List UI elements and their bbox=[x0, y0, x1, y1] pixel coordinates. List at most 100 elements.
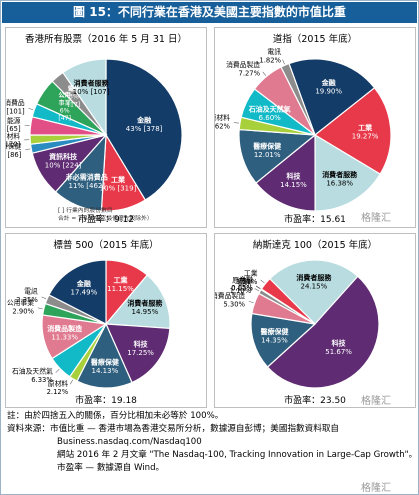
slice-label: 4% [65] bbox=[6, 125, 21, 133]
slice-label: 11.15% bbox=[107, 285, 134, 293]
slice-label: 消費者服務 bbox=[296, 273, 332, 282]
leader-line bbox=[256, 285, 261, 289]
pie-slice-消費者服務 bbox=[104, 274, 171, 330]
panel-dow: 道指（2015 年底） 金融 19.90% 工業 19.27% 消費者服務 16.38% 科… bbox=[214, 27, 416, 228]
leader-line bbox=[248, 300, 254, 304]
slice-label: 2.90% bbox=[12, 307, 34, 315]
slice-label: 12.01% bbox=[254, 151, 281, 159]
pie-slice-消費者服務 bbox=[61, 58, 107, 137]
pe-label: 市盈率： bbox=[77, 215, 114, 225]
slice-label: 金融 bbox=[321, 78, 336, 87]
pe-ratio-dow: 市盈率：15.61 bbox=[215, 212, 415, 225]
slice-label: 工業 bbox=[358, 123, 373, 132]
slice-label: 6.33% bbox=[31, 376, 53, 384]
watermark: 格隆汇 bbox=[361, 396, 391, 407]
slice-label: 石油及天然氣 bbox=[12, 367, 53, 376]
slice-label: 醫療保健 bbox=[253, 141, 282, 150]
slice-label: 科技 bbox=[134, 339, 149, 348]
slice-label: 原材料 bbox=[6, 131, 20, 140]
slice-label: 消費者服務 bbox=[322, 170, 358, 179]
leader-line bbox=[282, 59, 285, 65]
chart-title-hk: 香港所有股票（2016 年 5 月 31 日） bbox=[25, 34, 187, 45]
pie-slice-醫療保健 bbox=[250, 312, 317, 368]
figure-title: 圖 15：不同行業在香港及美國主要指數的市值比重 bbox=[2, 2, 417, 23]
slice-label: 電訊 bbox=[24, 287, 38, 296]
slice-label: 金融 bbox=[136, 116, 151, 125]
slice-label: 43% [378] bbox=[126, 125, 163, 133]
slice-label: 2% [170] bbox=[6, 141, 21, 149]
leader-line bbox=[28, 107, 34, 111]
slice-label: 3.31% bbox=[236, 278, 258, 286]
pie-slice-科技 bbox=[266, 275, 380, 389]
slice-label: 醫療保健 bbox=[6, 142, 22, 151]
slice-label: 6% bbox=[60, 108, 70, 115]
pie-slice-科技 bbox=[255, 133, 316, 212]
pie-slice-金融 bbox=[288, 58, 376, 136]
slice-label: 7.27% bbox=[239, 69, 261, 77]
slice-label: 工業 bbox=[111, 175, 126, 184]
panel-nasdaq100: 納斯達克 100（2015 年底） 消費者服務 24.15% 科技 51.67% 醫療保… bbox=[214, 233, 416, 408]
pie-slice-科技 bbox=[105, 323, 171, 384]
leader-line bbox=[260, 279, 265, 284]
slice-label: 14.95% bbox=[132, 308, 159, 316]
slice-label: 19.27% bbox=[352, 133, 379, 141]
slice-label: 11% [462] bbox=[68, 182, 105, 190]
slice-label: [47] bbox=[58, 115, 71, 122]
slice-label: 電訊 bbox=[238, 278, 252, 287]
leader-line bbox=[254, 288, 260, 292]
slice-label: 原材料 bbox=[215, 113, 230, 122]
leader-line bbox=[37, 307, 43, 310]
pe-value: 15.61 bbox=[320, 215, 346, 225]
slice-label: 24.15% bbox=[301, 283, 328, 291]
slice-label: 2.62% bbox=[215, 122, 231, 130]
pie-slice-電訊 bbox=[280, 62, 316, 136]
slice-label: 6.60% bbox=[259, 114, 282, 122]
slice-label: 能源 bbox=[7, 116, 21, 125]
slice-label: 電訊 bbox=[68, 85, 81, 93]
pe-ratio-hk: 市盈率：9.12 bbox=[6, 212, 206, 225]
slice-label: 2.12% bbox=[47, 388, 69, 396]
watermark: 格隆汇 bbox=[361, 213, 391, 224]
note-source-article: 網站 2016 年 2 月文章 "The Nasdaq-100, Trackin… bbox=[57, 450, 418, 460]
pe-label: 市盈率： bbox=[75, 396, 112, 406]
leader-line bbox=[55, 368, 60, 373]
slice-label: 3% [101] bbox=[6, 108, 25, 116]
panel-hk: 香港所有股票（2016 年 5 月 31 日） 金融 43% [378] 工業 10%… bbox=[5, 27, 207, 228]
slice-label: 石油及天然氣 bbox=[248, 105, 291, 114]
slice-label: 2.35% bbox=[16, 296, 38, 304]
slice-label: 科技 bbox=[287, 172, 302, 181]
slice-label: 醫療保健 bbox=[91, 357, 120, 366]
pie-slice-消費者服務 bbox=[314, 133, 381, 212]
slice-label: 17.49% bbox=[71, 289, 98, 297]
slice-label: 3% bbox=[69, 94, 79, 101]
slice-label: 14.15% bbox=[280, 181, 307, 189]
leader-line bbox=[25, 148, 31, 151]
slice-label: 14.35% bbox=[261, 337, 288, 345]
pe-ratio-nasdaq100: 市盈率：23.50 bbox=[215, 393, 415, 406]
leader-line bbox=[255, 285, 261, 290]
pie-slice-工業 bbox=[260, 277, 316, 325]
slice-label: 必需消費品 bbox=[6, 98, 25, 107]
slice-label: 消費品製造 bbox=[226, 60, 260, 69]
slice-label: 非必需消費品 bbox=[66, 173, 108, 182]
slice-label: 科技 bbox=[332, 339, 347, 348]
slice-label: 原材料 bbox=[232, 275, 253, 284]
slice-label: 金融 bbox=[76, 279, 91, 288]
slice-label: 醫療保健 bbox=[261, 327, 290, 336]
watermark: 格隆汇 bbox=[361, 483, 391, 494]
slice-label: 公用 bbox=[59, 92, 71, 99]
slice-label: 16.38% bbox=[326, 179, 353, 187]
footnotes: 註：由於四捨五入的關係，百分比相加未必等於 100%。 資料來源：市值比重 — … bbox=[7, 410, 418, 475]
note-rounding: 註：由於四捨五入的關係，百分比相加未必等於 100%。 bbox=[7, 411, 224, 421]
slice-label: 1.10% bbox=[230, 287, 252, 295]
note-pe-source: 市盈率 — 數據源自 Wind。 bbox=[57, 463, 165, 473]
slice-label: 19.90% bbox=[315, 87, 342, 95]
slice-label: 金融 bbox=[239, 275, 253, 284]
slice-label: 17.25% bbox=[127, 349, 154, 357]
slice-label: 11.33% bbox=[51, 334, 78, 342]
slice-label: 工業 bbox=[244, 269, 258, 278]
leader-line bbox=[233, 122, 239, 124]
